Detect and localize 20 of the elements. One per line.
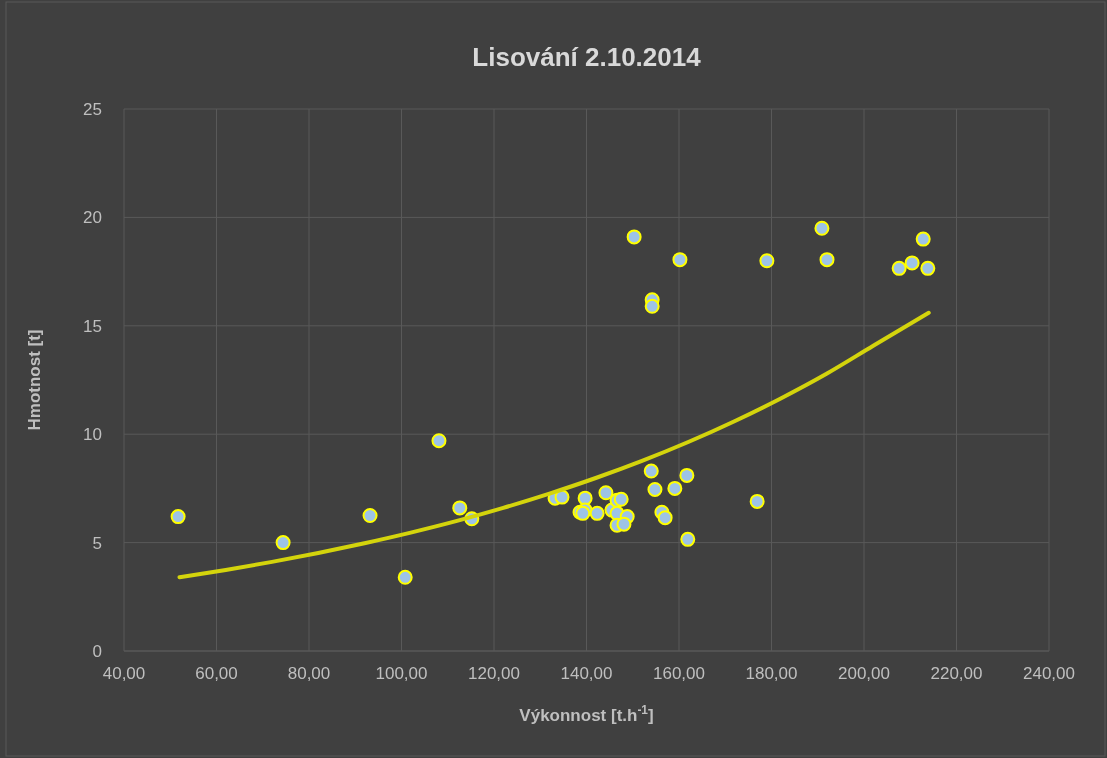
- y-axis-title: Hmotnost [t]: [25, 329, 44, 431]
- x-tick-label: 140,00: [560, 664, 613, 683]
- x-tick-label: 200,00: [838, 664, 890, 683]
- x-tick-label: 120,00: [468, 664, 520, 683]
- y-tick-label: 15: [83, 316, 102, 336]
- y-tick-label: 20: [83, 208, 102, 228]
- y-tick-label: 25: [83, 99, 102, 119]
- x-tick-label: 80,00: [287, 664, 331, 683]
- y-tick-label: 5: [92, 533, 102, 553]
- x-tick-label: 240,00: [1023, 664, 1075, 683]
- x-tick-label: 160,00: [653, 664, 705, 683]
- chart-title: Lisování 2.10.2014: [472, 42, 702, 72]
- x-tick-label: 40,00: [102, 664, 146, 683]
- x-axis-title: Výkonnost [t.h$^{-1}$]: [519, 703, 654, 725]
- x-tick-label: 100,00: [375, 664, 428, 683]
- y-tick-label: 0: [92, 641, 102, 661]
- x-tick-label: 60,00: [195, 664, 238, 683]
- x-tick-label: 220,00: [930, 664, 983, 683]
- y-tick-label: 10: [83, 425, 102, 445]
- x-tick-label: 180,00: [745, 664, 798, 683]
